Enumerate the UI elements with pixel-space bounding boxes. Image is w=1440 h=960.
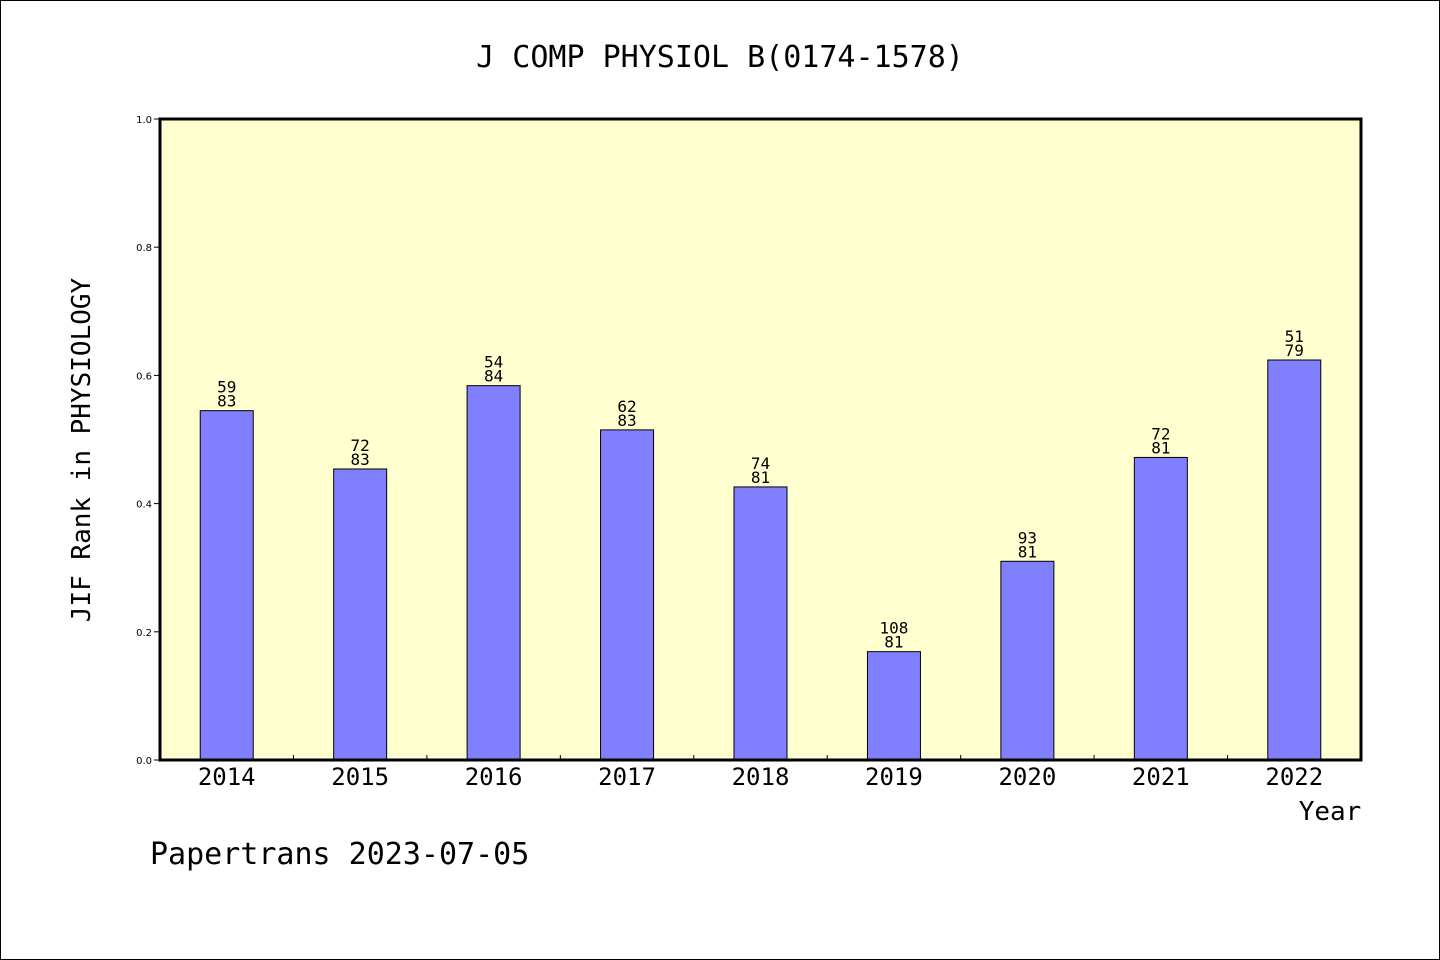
bar-total-label: 81 (751, 468, 770, 487)
bar-total-label: 84 (484, 367, 503, 386)
bar-total-label: 81 (1151, 438, 1170, 457)
bar-2014 (199, 410, 254, 761)
bar-total-label: 83 (617, 411, 636, 430)
bar-total-label: 83 (217, 392, 236, 411)
bar-2021 (1133, 456, 1188, 761)
y-tick-label: 0.8 (136, 243, 152, 254)
bar-2016 (466, 385, 521, 761)
x-axis-ticks: 2014 2015 2016 2017 2018 2019 2020 2021 2022 (198, 755, 1323, 791)
x-tick-label: 2020 (998, 763, 1056, 791)
bar-rank-label: 93 (1018, 528, 1037, 547)
bar-rank-label: 74 (751, 454, 770, 473)
bar-total-label: 81 (1018, 542, 1037, 561)
bar-rank-label: 54 (484, 353, 503, 372)
y-tick-label: 0.6 (136, 371, 152, 382)
bar-rank-label: 72 (351, 436, 370, 455)
y-tick-label: 0.0 (136, 756, 152, 767)
y-tick-label: 1.0 (136, 115, 152, 126)
plot-border (158, 117, 1363, 762)
bar-2020 (1000, 560, 1055, 761)
bar-rank-label: 59 (217, 378, 236, 397)
x-tick-label: 2016 (465, 763, 523, 791)
bar-total-label: 83 (351, 450, 370, 469)
y-axis-label: JIF Rank in PHYSIOLOGY (67, 277, 97, 622)
bar-rank-label: 108 (879, 619, 908, 638)
footer-note: Papertrans 2023-07-05 (150, 837, 529, 872)
bar-2019 (866, 651, 921, 761)
x-tick-label: 2014 (198, 763, 256, 791)
bar-rank-label: 62 (617, 397, 636, 416)
bar-2015 (333, 468, 388, 761)
x-tick-label: 2021 (1132, 763, 1190, 791)
x-tick-label: 2019 (865, 763, 923, 791)
y-tick-label: 0.4 (136, 500, 152, 511)
bar-rank-label: 72 (1151, 424, 1170, 443)
bar-total-label: 79 (1285, 341, 1304, 360)
x-tick-label: 2015 (331, 763, 389, 791)
y-tick-label: 0.2 (136, 628, 152, 639)
bar-rank-label: 51 (1285, 327, 1304, 346)
bar-2022 (1267, 359, 1322, 761)
x-tick-label: 2022 (1265, 763, 1323, 791)
y-axis-ticks: 0.0 0.2 0.4 0.6 0.8 1.0 (136, 115, 160, 767)
x-tick-label: 2018 (732, 763, 790, 791)
x-axis-label: Year (1299, 797, 1362, 827)
bar-2018 (733, 486, 788, 761)
x-tick-label: 2017 (598, 763, 656, 791)
bar-2017 (600, 429, 655, 761)
bar-total-label: 81 (884, 633, 903, 652)
chart-title: J COMP PHYSIOL B(0174-1578) (476, 40, 964, 75)
